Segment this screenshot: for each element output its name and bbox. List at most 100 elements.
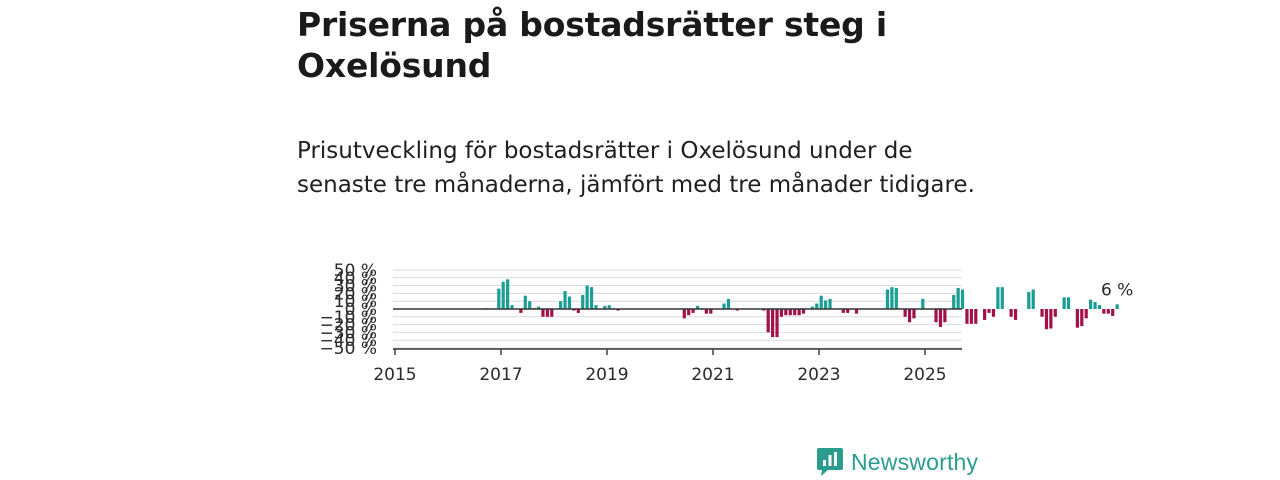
bar: [695, 305, 700, 309]
bar: [1009, 309, 1013, 317]
y-tick-label: −30 %: [320, 323, 377, 343]
bar: [589, 287, 594, 309]
bar: [585, 285, 589, 309]
bar: [952, 294, 956, 309]
bar: [510, 305, 514, 309]
y-tick-label: 20 %: [334, 284, 377, 304]
bar: [801, 309, 806, 314]
x-tick-label: 2015: [373, 365, 416, 385]
bar: [987, 309, 991, 313]
bar: [854, 309, 859, 314]
bar: [1089, 299, 1093, 309]
bar: [912, 309, 916, 319]
bar: [974, 309, 978, 324]
bar: [996, 287, 1000, 309]
bar: [704, 309, 708, 314]
bar: [824, 300, 828, 309]
bar: [828, 298, 832, 309]
bar: [766, 309, 770, 333]
bar: [890, 287, 894, 309]
bar: [846, 309, 850, 313]
y-tick-label: 40 %: [334, 269, 377, 289]
bar: [1102, 309, 1106, 314]
grid-lines: [393, 269, 962, 349]
bar: [1013, 309, 1018, 320]
y-tick-label: −20 %: [320, 316, 377, 336]
bar: [1084, 309, 1088, 319]
bar: [991, 309, 996, 317]
bar-series: [483, 279, 1119, 338]
last-value-label: 6 %: [1101, 280, 1133, 300]
y-tick-label: 50 %: [334, 261, 377, 281]
chart-title: Priserna på bostadsrätter steg i Oxelösu…: [297, 5, 888, 85]
bar: [943, 309, 947, 323]
bar: [815, 303, 819, 309]
bar: [594, 305, 598, 309]
bar: [1044, 309, 1049, 330]
bar: [793, 309, 797, 316]
bar: [722, 303, 726, 309]
y-tick-label: 30 %: [334, 277, 377, 297]
bar: [1066, 297, 1071, 309]
bar: [771, 309, 775, 338]
bar: [581, 294, 585, 309]
bar: [576, 309, 580, 313]
y-axis-tick-labels: 50 %40 %30 %20 %10 %0 %−10 %−20 %−30 %−4…: [320, 261, 377, 359]
bar: [894, 287, 898, 309]
chart-subtitle: Prisutveckling för bostadsrätter i Oxelö…: [297, 138, 975, 198]
bar: [819, 295, 823, 309]
x-tick-label: 2023: [797, 365, 840, 385]
y-tick-label: −10 %: [320, 308, 377, 328]
bar: [726, 298, 731, 309]
bar: [784, 309, 788, 316]
bar: [788, 309, 792, 316]
bar: [956, 287, 960, 309]
bar: [965, 309, 969, 324]
newsworthy-logo[interactable]: Newsworthy: [816, 447, 978, 477]
bar: [907, 309, 912, 323]
bar: [1075, 309, 1079, 328]
bar: [607, 305, 611, 309]
bar: [528, 301, 532, 309]
bar: [1049, 309, 1053, 329]
bar: [497, 288, 501, 309]
bar: [938, 309, 943, 327]
bar: [810, 306, 814, 309]
bar: [519, 309, 523, 313]
logo-text: Newsworthy: [851, 448, 979, 475]
bar: [1106, 309, 1110, 314]
bar: [563, 291, 567, 309]
bar: [506, 279, 510, 309]
x-axis-ticks: 2015 2017 2019 2021 2023 2025: [373, 349, 947, 385]
bar: [779, 309, 784, 317]
bar: [934, 309, 938, 323]
bar: [775, 309, 779, 338]
bar: [603, 305, 607, 309]
bar: [567, 296, 572, 309]
bar: [709, 309, 713, 314]
y-tick-label: −40 %: [320, 331, 377, 351]
bar: [501, 281, 505, 309]
bar: [559, 301, 563, 309]
y-tick-label: 0 %: [345, 300, 377, 320]
bar: [841, 309, 845, 313]
bar: [1093, 301, 1097, 309]
x-tick-label: 2021: [691, 365, 734, 385]
bar: [1053, 309, 1057, 317]
y-tick-label: −50 %: [320, 339, 377, 359]
newsworthy-logo-icon: [817, 448, 843, 476]
y-tick-label: 10 %: [334, 292, 377, 312]
x-tick-label: 2017: [479, 365, 522, 385]
bar: [687, 309, 691, 316]
bar: [1097, 305, 1102, 309]
bar: [885, 289, 890, 309]
bar: [983, 309, 987, 320]
bar: [536, 306, 541, 309]
bar: [1080, 309, 1084, 327]
bar: [921, 298, 925, 309]
x-tick-label: 2025: [903, 365, 946, 385]
bar: [1062, 297, 1066, 309]
bar: [903, 309, 907, 317]
bar: [682, 309, 686, 319]
